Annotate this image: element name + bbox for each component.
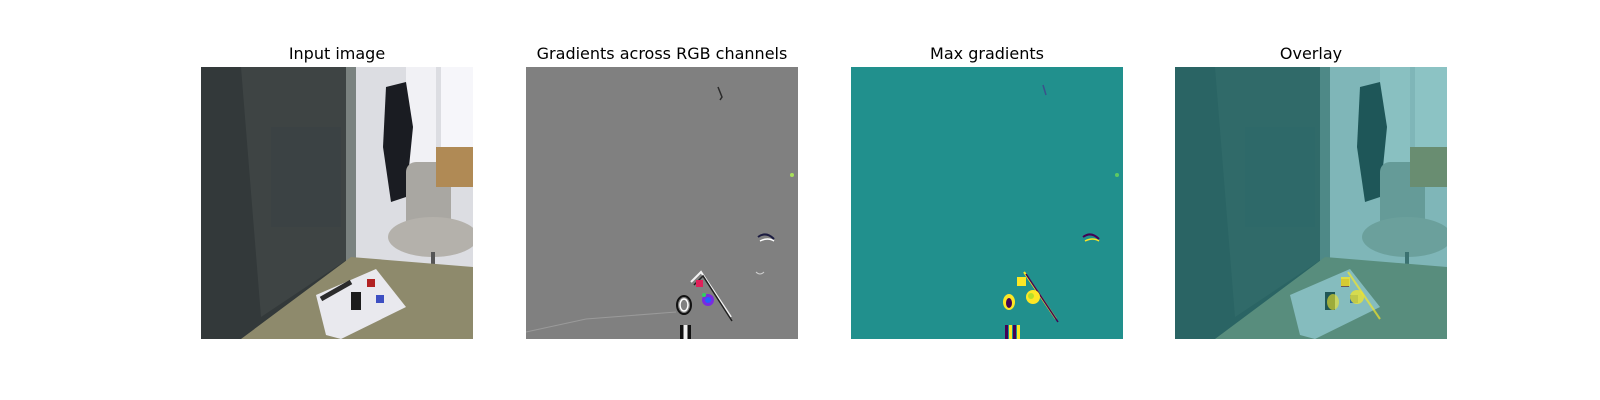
panel-max-gradients: Max gradients: [851, 0, 1123, 400]
panel-title: Input image: [288, 44, 386, 63]
rgb-gradient-map: [526, 67, 798, 339]
input-image: [201, 67, 473, 339]
panel-title: Overlay: [1279, 44, 1343, 63]
max-gradient-map: [851, 67, 1123, 339]
overlay-image: [1175, 67, 1447, 339]
panel-title: Max gradients: [930, 44, 1044, 63]
panel-title: Gradients across RGB channels: [536, 44, 788, 63]
panel-overlay: Overlay: [1175, 0, 1447, 400]
panel-input-image: Input image: [201, 0, 473, 400]
panel-rgb-gradients: Gradients across RGB channels: [526, 0, 798, 400]
